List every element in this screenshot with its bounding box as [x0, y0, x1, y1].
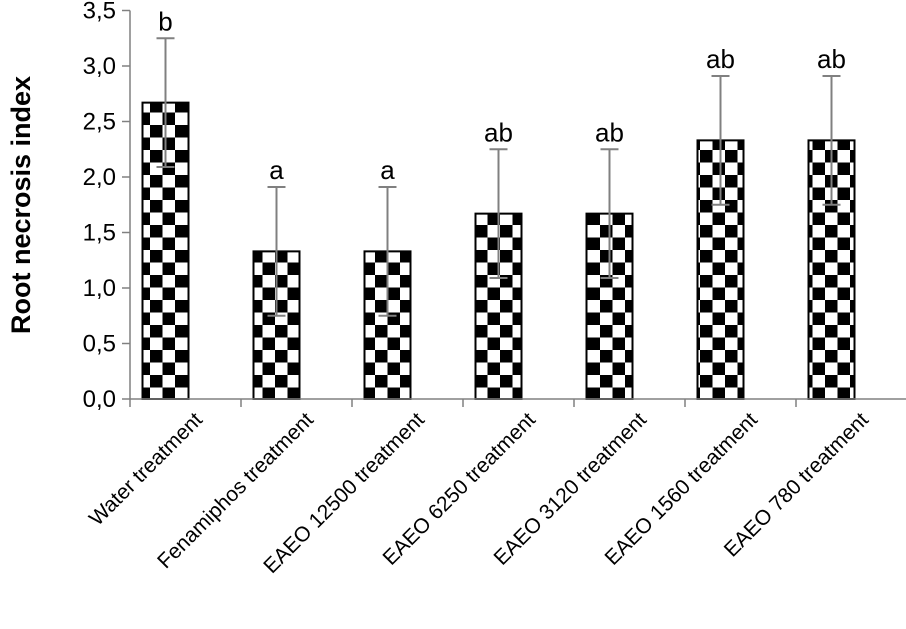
x-category-label: Water treatment: [85, 408, 207, 530]
significance-letter: b: [158, 6, 172, 36]
y-tick-label: 1,0: [83, 275, 116, 302]
significance-letter: ab: [484, 117, 513, 147]
significance-letter: ab: [706, 44, 735, 74]
y-axis-ticks: 0,0 0,5 1,0 1,5 2,0 2,5 3,0 3,5: [83, 0, 130, 413]
y-tick-label: 3,5: [83, 0, 116, 25]
axes: [129, 10, 906, 407]
error-bars: [156, 37, 841, 317]
significance-letter: a: [380, 155, 395, 185]
y-tick-label: 2,0: [83, 164, 116, 191]
y-axis-title: Root necrosis index: [6, 76, 36, 334]
y-tick-label: 0,0: [83, 386, 116, 413]
significance-letter: ab: [817, 44, 846, 74]
y-tick-label: 3,0: [83, 53, 116, 80]
y-tick-label: 0,5: [83, 331, 116, 358]
significance-letter: ab: [595, 117, 624, 147]
significance-letter: a: [269, 155, 284, 185]
y-tick-label: 2,5: [83, 109, 116, 136]
y-tick-label: 1,5: [83, 220, 116, 247]
y-axis-title-group: Root necrosis index: [6, 76, 36, 334]
significance-labels: b a a ab ab ab ab: [158, 6, 846, 185]
